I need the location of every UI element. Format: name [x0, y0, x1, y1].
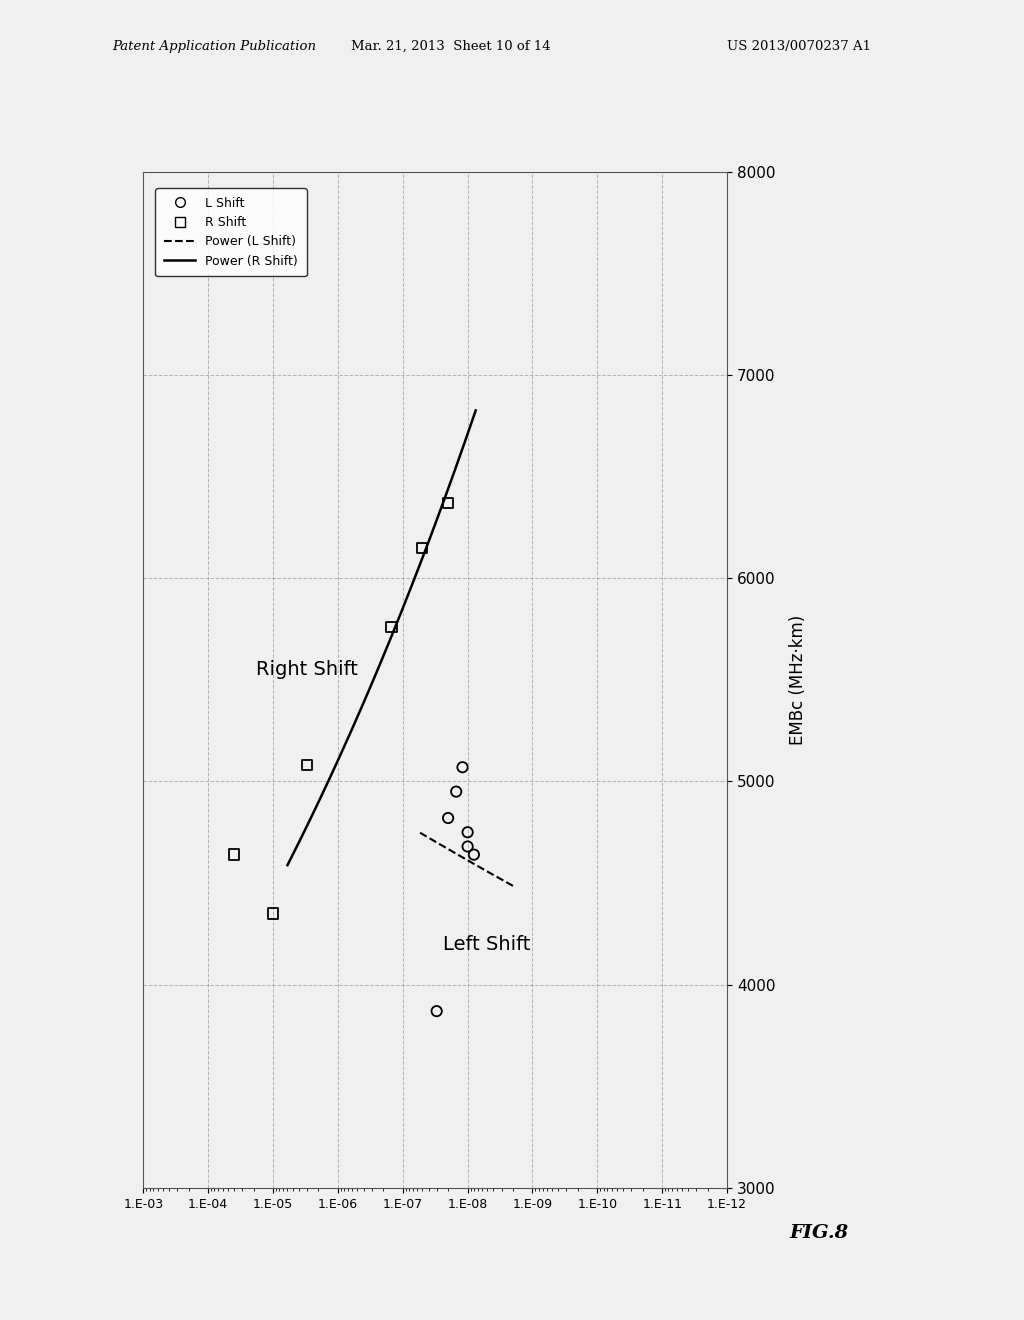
Point [460, 821, 476, 843]
Text: FIG.8: FIG.8 [790, 1224, 849, 1242]
Point [449, 781, 465, 803]
Point [466, 843, 482, 865]
Point [428, 1001, 444, 1022]
Text: Left Shift: Left Shift [443, 935, 530, 953]
Point [440, 492, 457, 513]
Point [460, 836, 476, 857]
Point [226, 843, 243, 865]
Point [265, 903, 282, 924]
Point [414, 537, 430, 558]
Legend: L Shift, R Shift, Power (L Shift), Power (R Shift): L Shift, R Shift, Power (L Shift), Power… [156, 187, 307, 276]
Point [299, 755, 315, 776]
Y-axis label: EMBc (MHz·km): EMBc (MHz·km) [790, 615, 807, 744]
Point [383, 616, 399, 638]
Text: Mar. 21, 2013  Sheet 10 of 14: Mar. 21, 2013 Sheet 10 of 14 [351, 40, 550, 53]
Text: Right Shift: Right Shift [256, 660, 358, 678]
Point [455, 756, 471, 777]
Text: Patent Application Publication: Patent Application Publication [113, 40, 316, 53]
Point [440, 808, 457, 829]
Text: US 2013/0070237 A1: US 2013/0070237 A1 [727, 40, 870, 53]
